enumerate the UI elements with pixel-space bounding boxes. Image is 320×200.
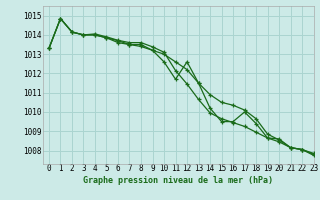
X-axis label: Graphe pression niveau de la mer (hPa): Graphe pression niveau de la mer (hPa) [84,176,273,185]
